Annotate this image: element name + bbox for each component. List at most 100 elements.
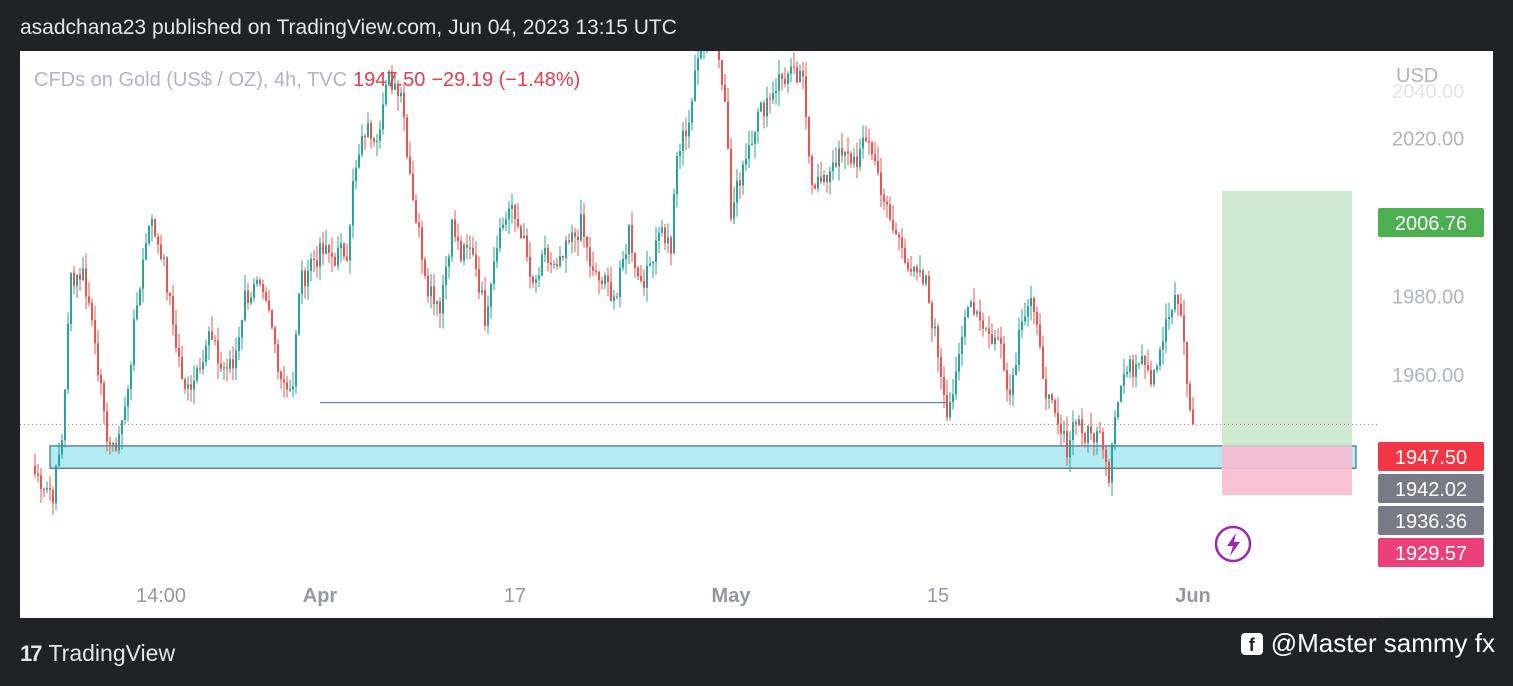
candle-body <box>883 194 885 202</box>
candle-body <box>886 201 888 205</box>
candle-body <box>904 247 906 263</box>
candle-body <box>1042 346 1044 380</box>
candlestick-chart[interactable]: 1960.001980.002000.002020.002040.0014:00… <box>20 51 1493 618</box>
candle-body <box>376 140 378 142</box>
candle-body <box>487 306 489 326</box>
candle-body <box>118 434 120 451</box>
candle-body <box>754 131 756 144</box>
candle-body <box>436 301 438 305</box>
candle-body <box>475 254 477 270</box>
candle-body <box>1153 369 1155 385</box>
candle-body <box>394 83 396 90</box>
candle-body <box>268 300 270 311</box>
candle-body <box>1147 365 1149 370</box>
candle-body <box>781 74 783 79</box>
candle-body <box>334 256 336 266</box>
candle-body <box>502 224 504 228</box>
candle-body <box>79 274 81 280</box>
candle-body <box>685 130 687 137</box>
candle-body <box>205 345 207 363</box>
candle-body <box>478 269 480 293</box>
price-badge-label: 1936.36 <box>1395 511 1467 533</box>
candle-body <box>769 98 771 100</box>
candle-body <box>637 267 639 276</box>
candle-body <box>763 102 765 117</box>
candle-body <box>961 336 963 354</box>
candle-body <box>127 389 129 407</box>
candle-body <box>1129 359 1131 372</box>
candle-body <box>538 275 540 280</box>
candle-body <box>529 256 531 277</box>
candle-body <box>319 243 321 267</box>
candle-body <box>130 365 132 390</box>
candle-body <box>787 73 789 84</box>
chart-panel[interactable]: 1960.001980.002000.002020.002040.0014:00… <box>20 51 1493 618</box>
candle-body <box>328 245 330 253</box>
candle-body <box>724 84 726 102</box>
candle-body <box>568 240 570 242</box>
candle-body <box>1000 337 1002 344</box>
profit-zone[interactable] <box>1222 190 1352 446</box>
candle-body <box>910 269 912 272</box>
candle-body <box>190 384 192 390</box>
candle-body <box>367 122 369 138</box>
candle-body <box>382 104 384 130</box>
candle-body <box>199 368 201 370</box>
candle-body <box>682 130 684 152</box>
candle-body <box>292 386 294 390</box>
candle-body <box>583 214 585 237</box>
loss-zone[interactable] <box>1222 445 1352 495</box>
candle-body <box>433 286 435 305</box>
candle-body <box>793 66 795 68</box>
currency-label[interactable]: USD <box>1396 65 1439 87</box>
candle-body <box>1096 431 1098 443</box>
candle-body <box>790 66 792 74</box>
candle-body <box>388 71 390 85</box>
candle-body <box>853 156 855 164</box>
candle-body <box>622 259 624 268</box>
candle-body <box>418 222 420 228</box>
candle-body <box>97 343 99 376</box>
candle-body <box>598 271 600 281</box>
candle-body <box>889 204 891 220</box>
candle-body <box>604 275 606 284</box>
candle-body <box>1045 379 1047 399</box>
candle-body <box>1024 316 1026 322</box>
candle-body <box>121 420 123 435</box>
candle-body <box>430 286 432 297</box>
candle-body <box>187 384 189 389</box>
candle-body <box>859 148 861 168</box>
candle-body <box>865 137 867 142</box>
candle-body <box>1150 369 1152 385</box>
candle-body <box>994 337 996 345</box>
candle-body <box>928 275 930 303</box>
candle-body <box>424 259 426 276</box>
candle-body <box>676 156 678 195</box>
candle-body <box>1078 419 1080 425</box>
candle-body <box>1132 359 1134 377</box>
tradingview-icon: 17 <box>20 640 43 666</box>
candle-body <box>112 443 114 445</box>
candle-body <box>343 243 345 257</box>
candle-body <box>172 296 174 325</box>
candle-body <box>577 236 579 241</box>
candle-body <box>493 261 495 284</box>
candle-body <box>40 475 42 490</box>
candle-body <box>1075 422 1077 425</box>
candle-body <box>301 270 303 294</box>
candle-body <box>331 252 333 257</box>
candle-body <box>55 465 57 504</box>
candle-body <box>142 259 144 289</box>
candle-body <box>175 324 177 348</box>
candle-body <box>1021 321 1023 330</box>
x-tick-label: May <box>712 585 752 607</box>
candle-body <box>1138 363 1140 365</box>
candle-body <box>445 266 447 285</box>
candle-body <box>145 243 147 260</box>
support-zone[interactable] <box>49 445 1357 469</box>
candle-body <box>1051 394 1053 401</box>
candle-body <box>457 237 459 241</box>
candle-body <box>742 164 744 186</box>
candle-body <box>619 267 621 298</box>
candle-body <box>967 306 969 317</box>
